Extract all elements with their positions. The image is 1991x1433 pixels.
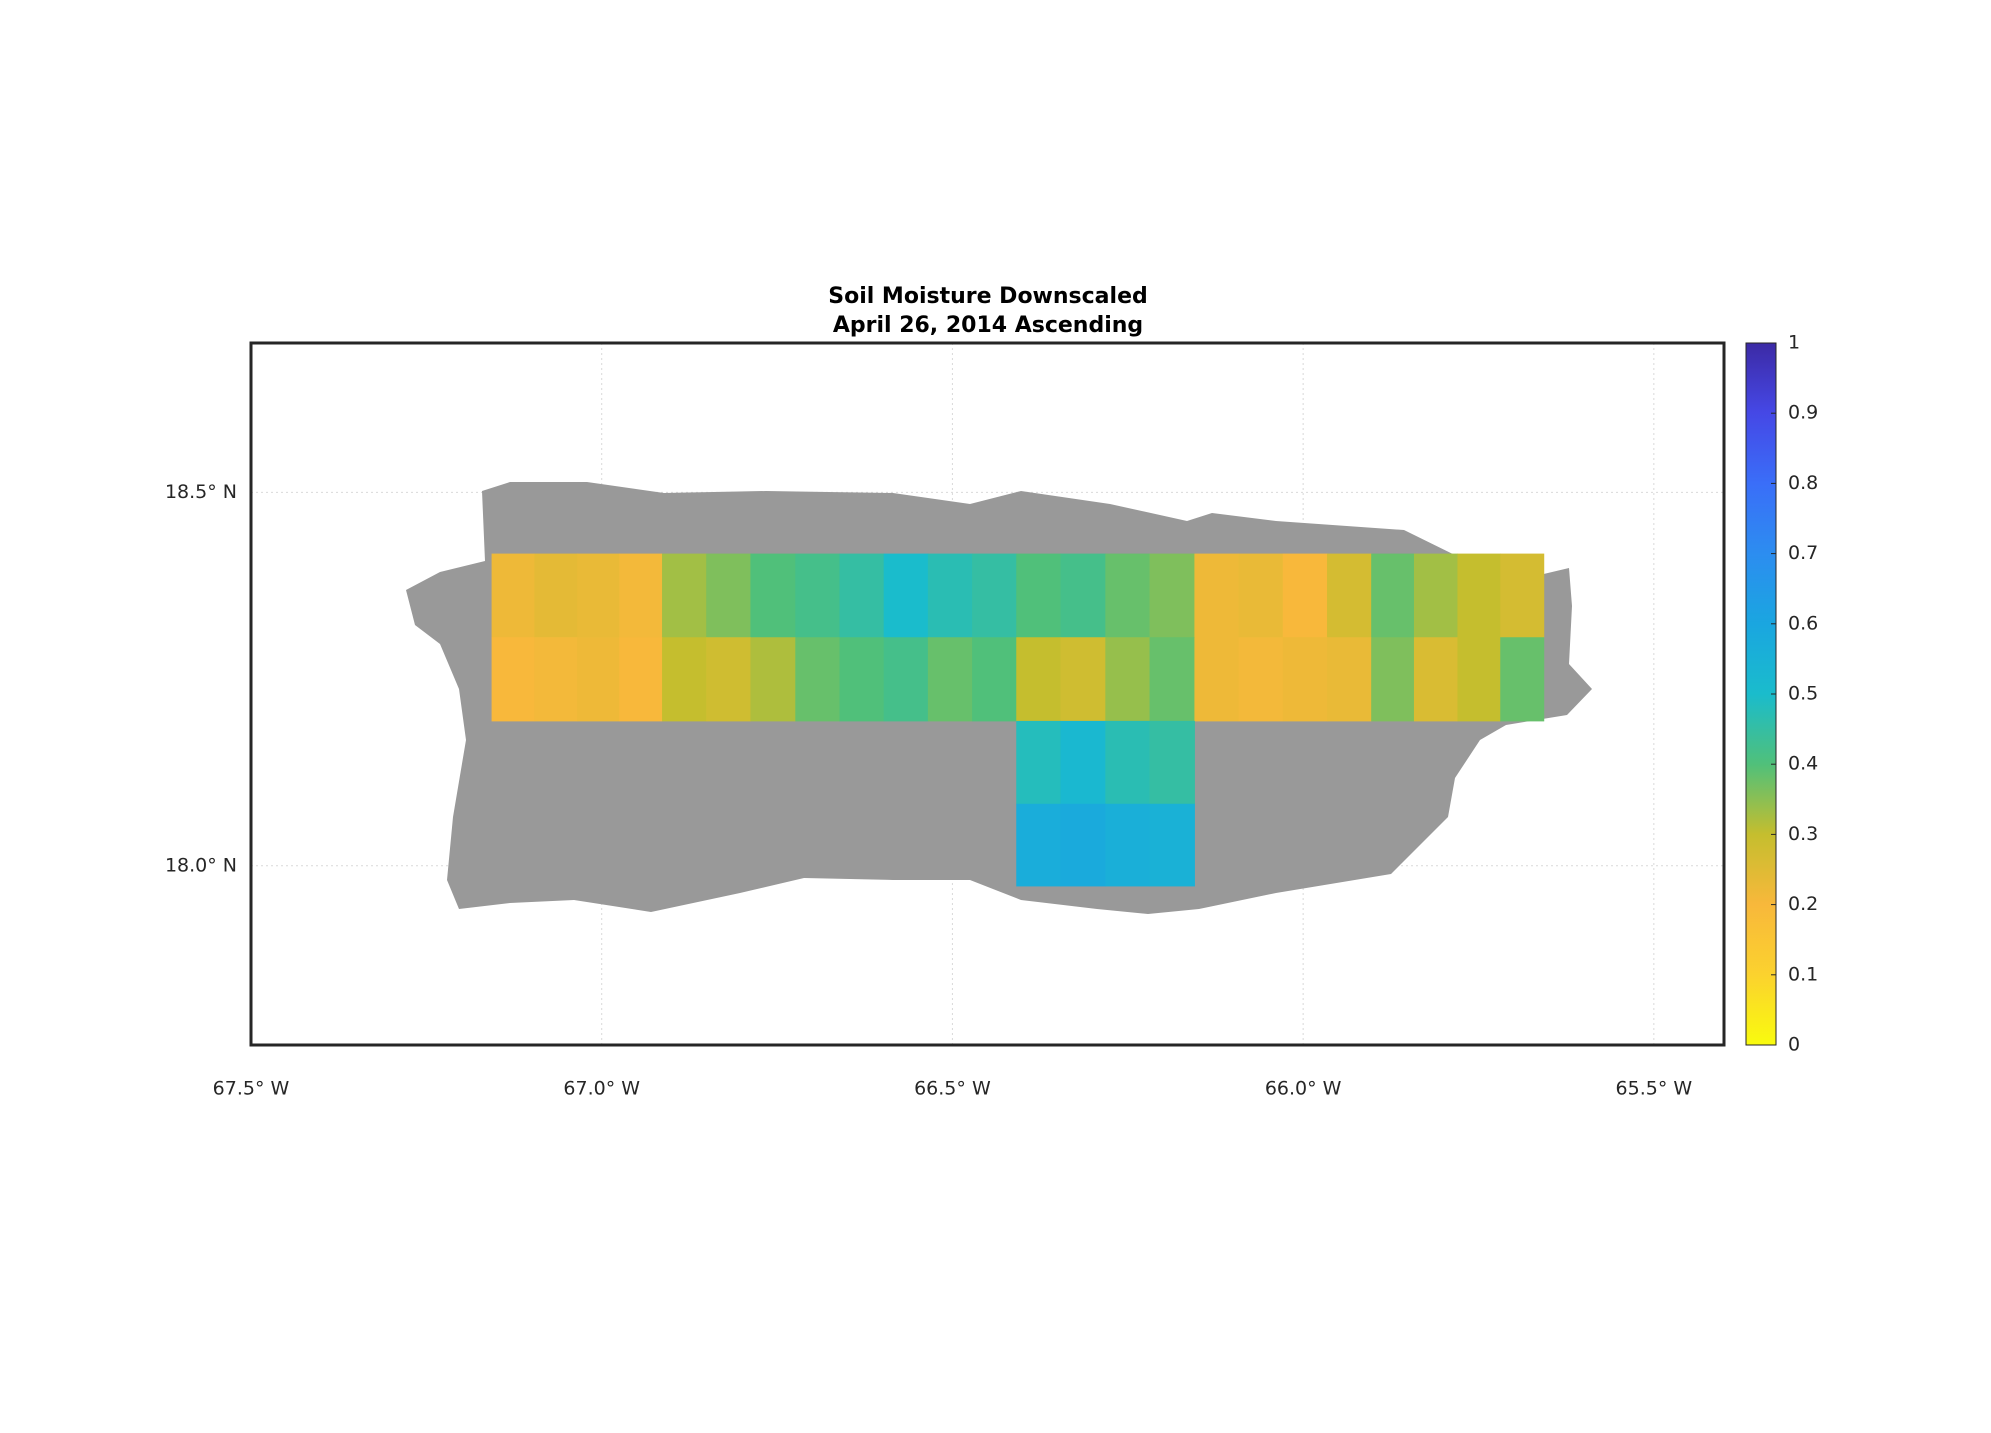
cell (1016, 720, 1061, 805)
colorbar-tick-label: 0.2 (1788, 893, 1818, 915)
colorbar-tick-label: 0.9 (1788, 402, 1818, 424)
cell (1060, 553, 1106, 638)
cell (619, 637, 663, 722)
cell (1326, 637, 1372, 722)
cell (577, 637, 620, 722)
cell (839, 553, 885, 638)
cell (1194, 637, 1240, 722)
cell (577, 553, 620, 638)
cell (706, 553, 751, 638)
cell (1457, 553, 1501, 638)
cell (883, 637, 929, 722)
cell (1500, 637, 1545, 722)
cell (883, 553, 929, 638)
cell (1238, 637, 1284, 722)
cell (1105, 637, 1151, 722)
cell (1149, 637, 1195, 722)
cells-layer (491, 553, 1545, 887)
chart-subtitle: April 26, 2014 Ascending (833, 313, 1143, 338)
colorbar-tick-label: 0 (1788, 1034, 1800, 1056)
y-tick-label: 18.5° N (165, 481, 237, 503)
colorbar-tick-label: 0.6 (1788, 612, 1818, 634)
cell (972, 637, 1017, 722)
cell (534, 637, 578, 722)
cell (839, 637, 885, 722)
cell (1016, 637, 1061, 722)
cell (972, 553, 1017, 638)
chart-title: Soil Moisture Downscaled (828, 284, 1148, 309)
cell (750, 553, 796, 638)
colorbar-tick-label: 0.1 (1788, 963, 1818, 985)
cell (1060, 803, 1106, 887)
cell (795, 553, 840, 638)
colorbar-tick-label: 0.4 (1788, 753, 1818, 775)
colorbar-tick-label: 0.7 (1788, 542, 1818, 564)
colorbar-tick-label: 0.8 (1788, 472, 1818, 494)
colorbar-tick-label: 1 (1788, 332, 1800, 354)
cell (1326, 553, 1372, 638)
x-tick-label: 66.0° W (1265, 1078, 1342, 1100)
y-tick-label: 18.0° N (165, 854, 237, 876)
cell (662, 553, 707, 638)
cell (706, 637, 751, 722)
colorbar-tick-label: 0.5 (1788, 683, 1818, 705)
cell (795, 637, 840, 722)
cell (1194, 553, 1240, 638)
cell (1149, 803, 1195, 887)
map-frame (249, 341, 1726, 1047)
x-tick-label: 67.0° W (563, 1078, 640, 1100)
cell (662, 637, 707, 722)
colorbar-tick-label: 0.3 (1788, 823, 1818, 845)
cell (1238, 553, 1284, 638)
cell (1413, 553, 1458, 638)
cell (1149, 720, 1195, 805)
x-tick-label: 66.5° W (914, 1078, 991, 1100)
cell (1105, 803, 1151, 887)
cell (1282, 637, 1328, 722)
cell (927, 553, 973, 638)
cell (1500, 553, 1545, 638)
cell (1371, 637, 1415, 722)
cell (1413, 637, 1458, 722)
cell (491, 553, 535, 638)
cell (1282, 553, 1328, 638)
cell (1060, 720, 1106, 805)
x-tick-label: 65.5° W (1616, 1078, 1693, 1100)
cell (1060, 637, 1106, 722)
cell (534, 553, 578, 638)
cell (619, 553, 663, 638)
cell (750, 637, 796, 722)
cell (1016, 803, 1061, 887)
cell (1457, 637, 1501, 722)
cell (1149, 553, 1195, 638)
cell (1016, 553, 1061, 638)
cell (491, 637, 535, 722)
x-tick-label: 67.5° W (213, 1078, 290, 1100)
cell (927, 637, 973, 722)
cell (1371, 553, 1415, 638)
cell (1105, 553, 1151, 638)
cell (1105, 720, 1151, 805)
